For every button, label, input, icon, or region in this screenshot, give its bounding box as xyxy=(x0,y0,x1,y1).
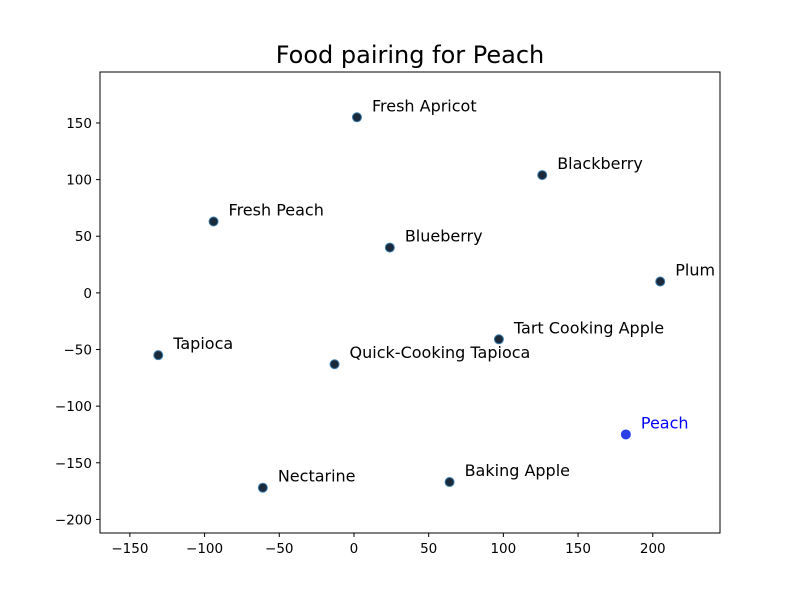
data-point xyxy=(537,170,548,181)
y-tick-label: 50 xyxy=(75,229,92,245)
point-label: Plum xyxy=(675,261,715,280)
point-label: Tart Cooking Apple xyxy=(513,318,664,337)
data-point xyxy=(655,276,666,287)
data-point xyxy=(153,350,164,361)
y-tick-label: −50 xyxy=(64,343,93,359)
y-tick-label: 150 xyxy=(66,116,92,132)
point-label: Nectarine xyxy=(278,467,356,486)
point-label: Fresh Peach xyxy=(229,201,324,220)
x-tick-label: −150 xyxy=(111,541,148,557)
plot-area-frame xyxy=(99,71,721,534)
point-label: Tapioca xyxy=(172,334,233,353)
chart-title: Food pairing for Peach xyxy=(276,41,545,69)
point-label: Quick-Cooking Tapioca xyxy=(350,343,531,362)
data-point xyxy=(493,334,504,345)
y-tick-label: −200 xyxy=(55,512,92,528)
data-points: Fresh Apricot Blackberry Fresh Peach Bluebe… xyxy=(153,96,715,493)
point-label: Fresh Apricot xyxy=(372,96,477,115)
data-point xyxy=(444,477,455,488)
x-tick-label: 50 xyxy=(420,541,437,557)
x-tick-label: −50 xyxy=(265,541,294,557)
x-tick-label: 200 xyxy=(640,541,666,557)
y-tick-label: 0 xyxy=(83,286,92,302)
y-axis: −200 −150 −100 −50 0 50 100 150 xyxy=(55,116,100,528)
x-tick-label: 0 xyxy=(350,541,359,557)
x-tick-label: −100 xyxy=(186,541,223,557)
y-tick-label: −100 xyxy=(55,399,92,415)
y-tick-label: 100 xyxy=(66,173,92,189)
point-label: Blueberry xyxy=(405,227,483,246)
highlight-point xyxy=(620,429,631,440)
data-point xyxy=(384,242,395,253)
point-label: Blackberry xyxy=(557,154,643,173)
data-point xyxy=(257,482,268,493)
data-point xyxy=(208,216,219,227)
point-label: Baking Apple xyxy=(465,461,570,480)
point-label: Peach xyxy=(641,413,689,432)
y-tick-label: −150 xyxy=(55,456,92,472)
x-tick-label: 100 xyxy=(490,541,516,557)
data-point xyxy=(329,359,340,370)
x-tick-label: 150 xyxy=(565,541,591,557)
x-axis: −150 −100 −50 0 50 100 150 200 xyxy=(111,533,666,557)
data-point xyxy=(351,112,362,123)
